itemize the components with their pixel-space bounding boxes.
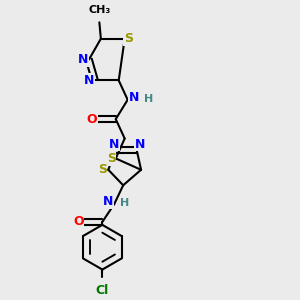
Text: N: N <box>103 195 113 208</box>
Text: O: O <box>87 112 97 126</box>
Text: N: N <box>134 138 145 151</box>
Text: N: N <box>128 91 139 104</box>
Text: Cl: Cl <box>96 284 109 297</box>
Text: H: H <box>144 94 153 104</box>
Text: S: S <box>98 163 107 176</box>
Text: CH₃: CH₃ <box>88 5 110 15</box>
Text: N: N <box>109 138 119 151</box>
Text: S: S <box>107 152 116 165</box>
Text: H: H <box>120 198 129 208</box>
Text: N: N <box>78 53 88 66</box>
Text: S: S <box>124 32 133 45</box>
Text: N: N <box>84 74 94 87</box>
Text: O: O <box>73 215 84 228</box>
